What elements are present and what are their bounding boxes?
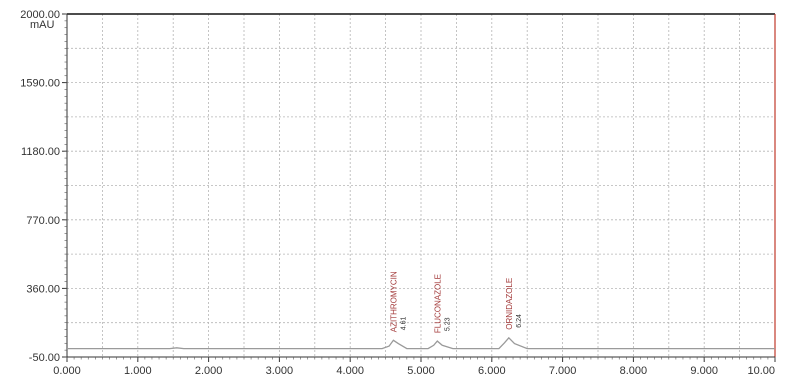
x-tick-label: 4.000 <box>336 365 364 377</box>
peak-labels: AZITHROMYCIN 4.61 FLUCONAZOLE 5.23 ORNIDAZOL… <box>389 271 522 333</box>
x-tick-label: 5.000 <box>407 365 435 377</box>
y-tick-label: 770.00 <box>26 215 60 227</box>
peak-name-label: AZITHROMYCIN <box>389 271 398 332</box>
peak-retention-time-label: 6.24 <box>516 314 523 328</box>
x-tick-label: 6.000 <box>478 365 506 377</box>
x-tick-label: 8.000 <box>620 365 648 377</box>
signal-trace <box>67 336 775 350</box>
y-axis-unit-label: mAU <box>30 19 55 31</box>
y-tick-label: -50.00 <box>29 352 60 364</box>
x-tick-label: 7.000 <box>549 365 577 377</box>
grid-lines <box>67 14 775 357</box>
x-tick-label: 3.000 <box>266 365 294 377</box>
y-tick-label: 2000.00 <box>20 9 60 21</box>
y-tick-label: 360.00 <box>26 283 60 295</box>
y-tick-label: 1590.00 <box>20 78 60 90</box>
axes: -50.00 360.00 770.00 1180.00 1590.00 2000.00 0… <box>20 9 776 377</box>
peak-retention-time-label: 5.23 <box>444 317 451 331</box>
x-tick-label: 2.000 <box>195 365 223 377</box>
peak-retention-time-label: 4.61 <box>400 317 407 331</box>
x-tick-label: 1.000 <box>124 365 152 377</box>
x-tick-label: 0.000 <box>53 365 81 377</box>
x-tick-label: 9.000 <box>690 365 718 377</box>
y-tick-label: 1180.00 <box>21 146 60 158</box>
peak-name-label: FLUCONAZOLE <box>433 274 442 333</box>
peak-name-label: ORNIDAZOLE <box>505 278 514 330</box>
chromatogram-trace <box>67 336 775 350</box>
x-tick-label: 10.00 <box>747 365 775 377</box>
